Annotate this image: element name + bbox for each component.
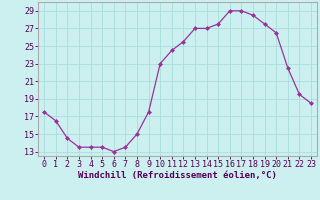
X-axis label: Windchill (Refroidissement éolien,°C): Windchill (Refroidissement éolien,°C) (78, 171, 277, 180)
